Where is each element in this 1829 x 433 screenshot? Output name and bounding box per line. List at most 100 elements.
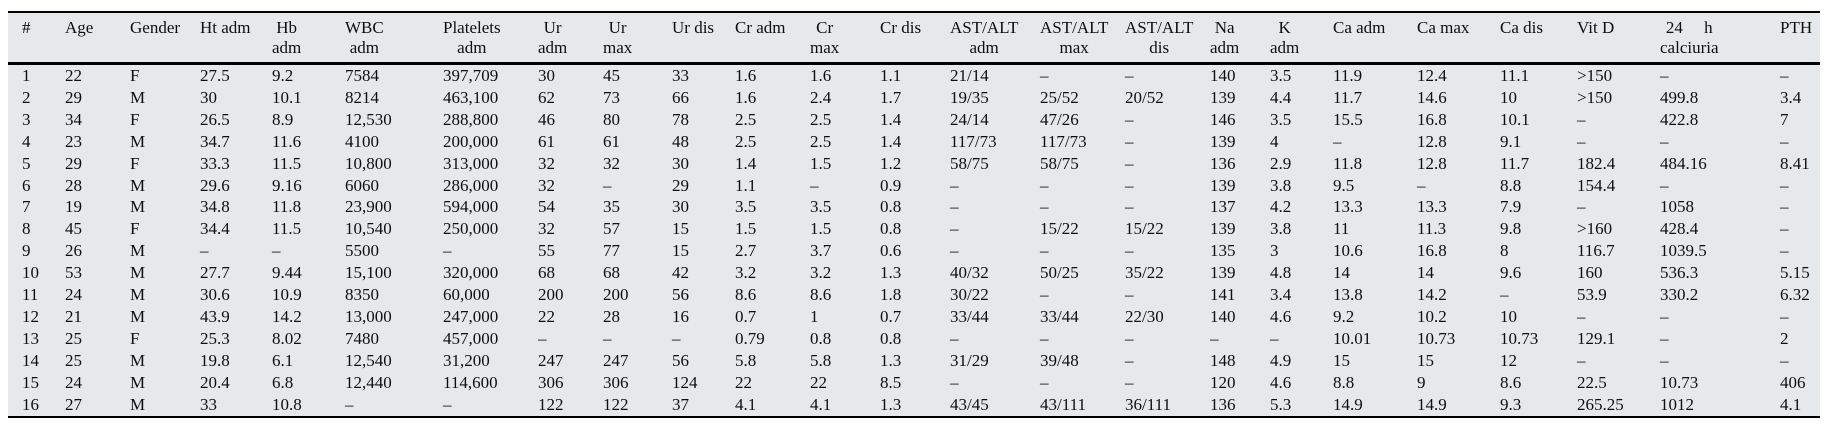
cell-r8-c8: 32 xyxy=(538,219,555,239)
cell-r6-c17: 139 xyxy=(1210,175,1236,195)
column-header-line2: adm xyxy=(969,38,999,57)
cell-r11-c14: 30/22 xyxy=(950,285,989,305)
cell-r16-c5: 10.8 xyxy=(272,394,302,414)
column-header-block: Ca adm xyxy=(1333,18,1385,38)
cell-r6-c20: – xyxy=(1417,175,1426,195)
cell-r2-c14: 19/35 xyxy=(950,87,989,107)
cell-r10-c18: 4.8 xyxy=(1270,263,1292,283)
cell-r4-c12: 2.5 xyxy=(810,131,832,151)
cell-r2-c13: 1.7 xyxy=(880,87,902,107)
cell-r3-c8: 46 xyxy=(538,109,555,129)
cell-r5-c10: 30 xyxy=(672,153,689,173)
cell-r7-c5: 11.8 xyxy=(272,197,302,217)
cell-r16-c6: – xyxy=(345,394,354,414)
cell-r15-c18: 4.6 xyxy=(1270,372,1292,392)
column-header-block: Platelets adm xyxy=(443,18,501,58)
cell-r8-c13: 0.8 xyxy=(880,219,902,239)
cell-r12-c9: 28 xyxy=(603,306,620,326)
cell-r3-c13: 1.4 xyxy=(880,109,902,129)
cell-r11-c3: M xyxy=(130,285,146,305)
cell-r14-c13: 1.3 xyxy=(880,350,902,370)
cell-r6-c22: 154.4 xyxy=(1577,175,1616,195)
cell-r9-c15: – xyxy=(1040,241,1049,261)
cell-r13-c1: 13 xyxy=(22,328,39,348)
cell-r5-c21: 11.7 xyxy=(1500,153,1530,173)
column-header-block: Ca dis xyxy=(1500,18,1543,38)
cell-r7-c16: – xyxy=(1125,197,1134,217)
column-header-line2: max xyxy=(603,38,633,57)
cell-r14-c15: 39/48 xyxy=(1040,350,1079,370)
cell-r5-c24: 8.41 xyxy=(1780,153,1810,173)
column-header-line2: calciuria xyxy=(1660,38,1719,57)
cell-r6-c1: 6 xyxy=(22,175,31,195)
cell-r6-c9: – xyxy=(603,175,612,195)
cell-r9-c6: 5500 xyxy=(345,241,379,261)
cell-r2-c23: 499.8 xyxy=(1660,87,1699,107)
cell-r14-c14: 31/29 xyxy=(950,350,989,370)
column-header-block: PTH xyxy=(1780,18,1812,38)
cell-r11-c6: 8350 xyxy=(345,285,379,305)
cell-r1-c2: 22 xyxy=(65,66,82,85)
cell-r7-c18: 4.2 xyxy=(1270,197,1292,217)
column-header-line1: Age xyxy=(65,18,94,37)
cell-r10-c11: 3.2 xyxy=(735,263,757,283)
cell-r13-c20: 10.73 xyxy=(1417,328,1456,348)
cell-r2-c18: 4.4 xyxy=(1270,87,1292,107)
cell-r16-c11: 4.1 xyxy=(735,394,757,414)
table-row-2: 2 29 M 30 10.1 8214 463,100 62 73 66 1.6 2.4 1.7 19/3… xyxy=(8,87,1820,109)
cell-r13-c16: – xyxy=(1125,328,1134,348)
cell-r13-c24: 2 xyxy=(1780,328,1789,348)
cell-r2-c19: 11.7 xyxy=(1333,87,1363,107)
cell-r6-c12: – xyxy=(810,175,819,195)
cell-r9-c17: 135 xyxy=(1210,241,1236,261)
cell-r13-c17: – xyxy=(1210,328,1219,348)
cell-r10-c6: 15,100 xyxy=(345,263,392,283)
cell-r13-c2: 25 xyxy=(65,328,82,348)
cell-r15-c10: 124 xyxy=(672,372,698,392)
column-header-line1: Vit D xyxy=(1577,18,1615,37)
cell-r4-c21: 9.1 xyxy=(1500,131,1522,151)
cell-r6-c10: 29 xyxy=(672,175,689,195)
cell-r11-c8: 200 xyxy=(538,285,564,305)
table-row-10: 10 53 M 27.7 9.44 15,100 320,000 68 68 42 3.2 3.2 1.… xyxy=(8,262,1820,284)
table-row-4: 4 23 M 34.7 11.6 4100 200,000 61 61 48 2.5 2.5 1.4 11… xyxy=(8,131,1820,153)
cell-r8-c3: F xyxy=(130,219,140,239)
column-header-line1: PTH xyxy=(1780,18,1813,37)
cell-r14-c1: 14 xyxy=(22,350,39,370)
cell-r14-c12: 5.8 xyxy=(810,350,832,370)
cell-r13-c5: 8.02 xyxy=(272,328,302,348)
cell-r12-c18: 4.6 xyxy=(1270,306,1292,326)
cell-r16-c16: 36/111 xyxy=(1125,394,1171,414)
cell-r15-c17: 120 xyxy=(1210,372,1236,392)
cell-r4-c17: 139 xyxy=(1210,131,1236,151)
cell-r12-c23: – xyxy=(1660,306,1669,326)
table-row-8: 8 45 F 34.4 11.5 10,540 250,000 32 57 15 1.5 1.5 0.8… xyxy=(8,218,1820,240)
cell-r8-c4: 34.4 xyxy=(200,219,230,239)
column-header-line1: AST/ALT xyxy=(950,18,1019,37)
cell-r9-c19: 10.6 xyxy=(1333,241,1363,261)
cell-r7-c11: 3.5 xyxy=(735,197,757,217)
column-header-7: Platelets adm xyxy=(429,12,524,65)
cell-r10-c23: 536.3 xyxy=(1660,263,1699,283)
table-row-11: 11 24 M 30.6 10.9 8350 60,000 200 200 56 8.6 8.6 1.8… xyxy=(8,284,1820,306)
cell-r5-c11: 1.4 xyxy=(735,153,757,173)
cell-r12-c20: 10.2 xyxy=(1417,306,1447,326)
cell-r7-c24: – xyxy=(1780,197,1789,217)
column-header-line1: Cr xyxy=(816,18,834,37)
column-header-22: Vit D xyxy=(1563,12,1646,65)
cell-r9-c1: 9 xyxy=(22,241,31,261)
cell-r14-c9: 247 xyxy=(603,350,629,370)
table-row-1: 1 22 F 27.5 9.2 7584 397,709 30 45 33 1.6 1.6 1.1 21/… xyxy=(8,64,1820,87)
cell-r10-c2: 53 xyxy=(65,263,82,283)
cell-r12-c14: 33/44 xyxy=(950,306,989,326)
column-header-17: Na adm xyxy=(1196,12,1256,65)
table-row-7: 7 19 M 34.8 11.8 23,900 594,000 54 35 30 3.5 3.5 0.8… xyxy=(8,196,1820,218)
cell-r15-c1: 15 xyxy=(22,372,39,392)
cell-r10-c20: 14 xyxy=(1417,263,1434,283)
column-header-line1: Hb xyxy=(276,18,298,37)
cell-r9-c4: – xyxy=(200,241,209,261)
cell-r6-c4: 29.6 xyxy=(200,175,230,195)
cell-r12-c8: 22 xyxy=(538,306,555,326)
